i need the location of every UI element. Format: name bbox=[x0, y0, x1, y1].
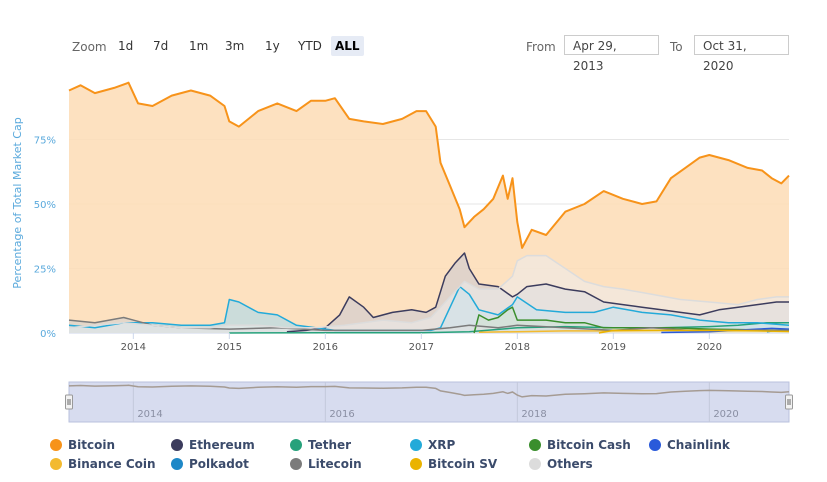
x-tick-label: 2019 bbox=[601, 342, 626, 353]
y-tick-label: 25% bbox=[34, 265, 56, 276]
line-bitcoin bbox=[68, 81, 790, 249]
range-selector: Zoom 1d 7d 1m 3m 1y YTD ALL From Apr 29,… bbox=[0, 35, 827, 73]
navigator[interactable]: 2014 2016 2018 2020 bbox=[65, 381, 793, 423]
legend-label: Bitcoin SV bbox=[428, 457, 498, 471]
legend-item-bitcoin[interactable]: Bitcoin bbox=[50, 437, 115, 453]
legend-item-bitcoin-cash[interactable]: Bitcoin Cash bbox=[529, 437, 631, 453]
legend-label: Polkadot bbox=[189, 457, 249, 471]
series-lines bbox=[68, 81, 790, 334]
bitcoin-sv-dot-icon bbox=[410, 458, 422, 470]
y-tick-label: 50% bbox=[34, 200, 56, 211]
legend-label: XRP bbox=[428, 438, 456, 452]
zoom-button-1d[interactable]: 1d bbox=[118, 39, 134, 53]
line-bitcoin-cash bbox=[473, 306, 790, 334]
zoom-button-7d[interactable]: 7d bbox=[153, 39, 169, 53]
legend-label: Others bbox=[547, 457, 593, 471]
x-tick-label: 2016 bbox=[313, 342, 338, 353]
legend-label: Bitcoin Cash bbox=[547, 438, 631, 452]
legend-item-chainlink[interactable]: Chainlink bbox=[649, 437, 730, 453]
bitcoin-cash-dot-icon bbox=[529, 439, 541, 451]
legend-label: Chainlink bbox=[667, 438, 730, 452]
y-tick-label: 0% bbox=[40, 329, 56, 340]
x-tick-label: 2017 bbox=[409, 342, 434, 353]
tether-dot-icon bbox=[290, 439, 302, 451]
from-date-input[interactable]: Apr 29, 2013 bbox=[564, 35, 659, 73]
y-axis-label: Percentage of Total Market Cap bbox=[11, 117, 24, 288]
x-tick-label: 2020 bbox=[697, 342, 722, 353]
legend-item-others[interactable]: Others bbox=[529, 456, 593, 472]
line-chainlink bbox=[661, 327, 790, 334]
navigator-right-handle bbox=[785, 394, 793, 410]
x-tick-label: 2014 bbox=[121, 342, 146, 353]
line-ethereum bbox=[286, 252, 789, 333]
ethereum-dot-icon bbox=[171, 439, 183, 451]
litecoin-dot-icon bbox=[290, 458, 302, 470]
from-label: From bbox=[526, 40, 556, 54]
to-date-input[interactable]: Oct 31, 2020 bbox=[694, 35, 789, 73]
series-areas bbox=[69, 82, 790, 333]
y-tick-label: 75% bbox=[34, 136, 56, 147]
zoom-button-all[interactable]: ALL bbox=[331, 36, 364, 56]
navigator-series-line bbox=[68, 384, 790, 398]
bitcoin-dot-icon bbox=[50, 439, 62, 451]
legend-label: Litecoin bbox=[308, 457, 362, 471]
legend-item-ethereum[interactable]: Ethereum bbox=[171, 437, 255, 453]
legend-item-polkadot[interactable]: Polkadot bbox=[171, 456, 249, 472]
legend: Bitcoin Ethereum Tether XRP Bitcoin Cash… bbox=[50, 437, 810, 477]
legend-item-binance-coin[interactable]: Binance Coin bbox=[50, 456, 156, 472]
legend-item-bitcoin-sv[interactable]: Bitcoin SV bbox=[410, 456, 497, 472]
xrp-dot-icon bbox=[410, 439, 422, 451]
zoom-button-ytd[interactable]: YTD bbox=[298, 39, 322, 53]
line-others bbox=[68, 254, 789, 329]
navigator-tick-label: 2018 bbox=[521, 409, 546, 420]
line-xrp bbox=[68, 285, 790, 332]
legend-item-litecoin[interactable]: Litecoin bbox=[290, 456, 362, 472]
navigator-tick-label: 2020 bbox=[713, 409, 738, 420]
area-others bbox=[69, 255, 789, 333]
navigator-mask bbox=[68, 381, 790, 423]
legend-label: Bitcoin bbox=[68, 438, 116, 452]
zoom-button-3m[interactable]: 3m bbox=[225, 39, 245, 53]
line-tether bbox=[229, 321, 789, 334]
legend-item-xrp[interactable]: XRP bbox=[410, 437, 455, 453]
legend-item-tether[interactable]: Tether bbox=[290, 437, 351, 453]
zoom-label: Zoom bbox=[72, 40, 107, 54]
to-label: To bbox=[670, 40, 683, 54]
legend-label: Ethereum bbox=[189, 438, 255, 452]
x-tick-label: 2018 bbox=[505, 342, 530, 353]
chainlink-dot-icon bbox=[649, 439, 661, 451]
y-axis-ticks: 0% 25% 50% 75% bbox=[34, 136, 56, 341]
x-axis-ticks: 2014 2015 2016 2017 2018 2019 2020 bbox=[121, 333, 722, 353]
legend-label: Binance Coin bbox=[68, 457, 156, 471]
binance-coin-dot-icon bbox=[50, 458, 62, 470]
polkadot-dot-icon bbox=[171, 458, 183, 470]
navigator-tick-label: 2016 bbox=[329, 409, 354, 420]
others-dot-icon bbox=[529, 458, 541, 470]
area-bitcoin bbox=[69, 82, 789, 333]
navigator-left-handle bbox=[65, 394, 73, 410]
line-bitcoin-sv bbox=[598, 329, 790, 334]
zoom-button-1y[interactable]: 1y bbox=[265, 39, 280, 53]
x-tick-label: 2015 bbox=[217, 342, 242, 353]
zoom-button-1m[interactable]: 1m bbox=[189, 39, 209, 53]
legend-label: Tether bbox=[308, 438, 352, 452]
navigator-tick-label: 2014 bbox=[137, 409, 162, 420]
